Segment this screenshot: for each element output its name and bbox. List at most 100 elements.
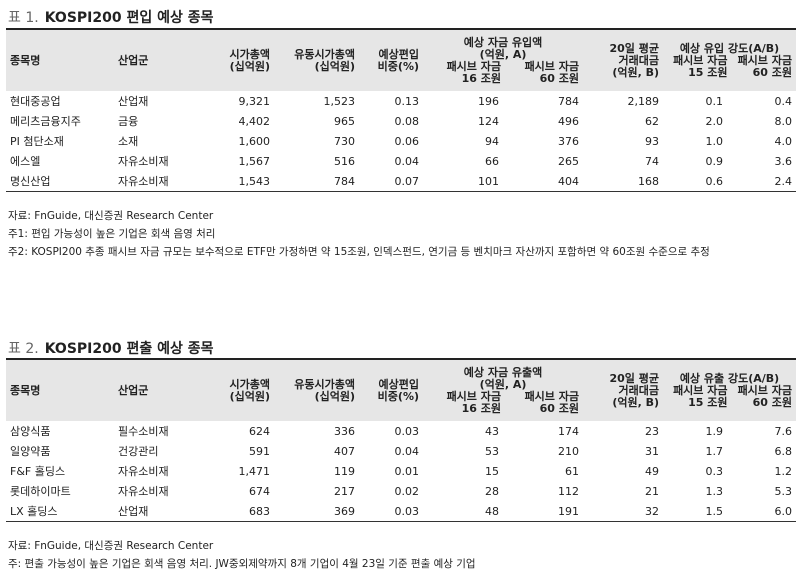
table-cell: 23: [645, 424, 659, 438]
table-cell: 메리츠금융지주: [10, 115, 81, 128]
table-cell: 265: [558, 154, 579, 168]
table2: 종목명 산업군 시가총액 (십억원) 유동시가총액 (십억원) 예상편입 비중(%) …: [6, 358, 796, 522]
table-cell: 730: [334, 134, 355, 148]
table-cell: 591: [249, 444, 270, 458]
table-cell: 0.3: [705, 464, 724, 478]
table-cell: 2.4: [727, 171, 796, 192]
table-cell: 롯데하이마트: [10, 485, 71, 498]
table-row: F&F 홀딩스 자유소비재 1,471 119 0.01 15 61 49 0.3 1.2: [6, 461, 796, 481]
table2-title: 표 2. KOSPI200 편출 예상 종목: [8, 338, 214, 358]
table-row: 메리츠금융지주 금융 4,402 965 0.08 124 496 62 2.0 8.0: [6, 111, 796, 131]
table-cell: 210: [558, 444, 579, 458]
table-cell: 0.04: [394, 154, 420, 168]
table-cell: 금융: [118, 115, 139, 128]
table-cell: 53: [485, 444, 499, 458]
table-cell: 산업재: [114, 501, 194, 522]
table-cell: 6.0: [727, 501, 796, 522]
col-header-mcap: 시가총액 (십억원): [194, 28, 274, 91]
table-cell: 516: [334, 154, 355, 168]
table-cell: 21: [645, 484, 659, 498]
table-cell: 112: [558, 484, 579, 498]
col-header-name: 종목명: [6, 358, 114, 421]
col-header-name: 종목명: [6, 28, 114, 91]
col-header-weight: 예상편입 비중(%): [359, 358, 423, 421]
table-cell: 0.1: [705, 94, 724, 108]
table-cell: 0.03: [359, 501, 423, 522]
col-header-float-mcap: 유동시가총액 (십억원): [274, 28, 359, 91]
table-row: 에스엘 자유소비재 1,567 516 0.04 66 265 74 0.9 3.6: [6, 151, 796, 171]
table-cell: 496: [558, 114, 579, 128]
table-cell: 0.01: [394, 464, 420, 478]
table-cell: 소재: [118, 135, 139, 148]
table-cell: 자유소비재: [114, 171, 194, 192]
table2-title-text: KOSPI200 편출 예상 종목: [44, 341, 214, 357]
table-cell: 자유소비재: [118, 485, 169, 498]
table-cell: 2.0: [705, 114, 724, 128]
table-cell: 369: [274, 501, 359, 522]
table-cell: 119: [334, 464, 355, 478]
table-cell: 4,402: [238, 114, 271, 128]
col-header-weight: 예상편입 비중(%): [359, 28, 423, 91]
table-cell: 1,600: [238, 134, 271, 148]
table-row: 롯데하이마트 자유소비재 674 217 0.02 28 112 21 1.3 5.3: [6, 481, 796, 501]
table-cell: 1,543: [194, 171, 274, 192]
table-cell: 자유소비재: [118, 155, 169, 168]
table-cell: 94: [485, 134, 499, 148]
col-header-float-mcap: 유동시가총액 (십억원): [274, 358, 359, 421]
table-cell: 0.04: [394, 444, 420, 458]
table-cell: 965: [334, 114, 355, 128]
table-cell: 1,523: [323, 94, 356, 108]
col-header-mcap: 시가총액 (십억원): [194, 358, 274, 421]
table-cell: 93: [645, 134, 659, 148]
table2-source: 자료: FnGuide, 대신증권 Research Center: [8, 540, 214, 552]
table1-number: 표 1.: [8, 10, 39, 26]
table-cell: 필수소비재: [118, 425, 169, 438]
table-cell: 784: [274, 171, 359, 192]
table1-note1: 주1: 편입 가능성이 높은 기업은 회색 음영 처리: [8, 228, 216, 240]
table-cell: 0.08: [394, 114, 420, 128]
table-cell: 6.8: [774, 444, 793, 458]
table2-note: 주: 편출 가능성이 높은 기업은 회색 음영 처리. JW중외제약까지 8개 …: [8, 558, 476, 570]
table-cell: 1.0: [705, 134, 724, 148]
table2-number: 표 2.: [8, 341, 39, 357]
col-header-adv: 20일 평균 거래대금 (억원, B): [583, 28, 663, 91]
table-cell: 1.5: [663, 501, 727, 522]
table-cell: 191: [503, 501, 583, 522]
table1-title: 표 1. KOSPI200 편입 예상 종목: [8, 7, 214, 27]
table-cell: 산업재: [118, 95, 149, 108]
table-cell: PI 첨단소재: [10, 135, 64, 148]
table-cell: 28: [485, 484, 499, 498]
table-cell: 1,471: [238, 464, 271, 478]
table-cell: 3.6: [774, 154, 793, 168]
table-cell: 0.9: [705, 154, 724, 168]
col-header-adv: 20일 평균 거래대금 (억원, B): [583, 358, 663, 421]
table-cell: 49: [645, 464, 659, 478]
col-header-strength-group: 예상 유입 강도(A/B) 패시브 자금 15 조원 패시브 자금 60 조원: [663, 28, 796, 91]
table-cell: 624: [249, 424, 270, 438]
table-cell: 62: [645, 114, 659, 128]
table-cell: F&F 홀딩스: [10, 465, 66, 478]
table-row: PI 첨단소재 소재 1,600 730 0.06 94 376 93 1.0 4.0: [6, 131, 796, 151]
table-cell: 4.0: [774, 134, 793, 148]
table-cell: 74: [645, 154, 659, 168]
table1: 종목명 산업군 시가총액 (십억원) 유동시가총액 (십억원) 예상편입 비중(%) …: [6, 28, 796, 192]
table-cell: 0.07: [359, 171, 423, 192]
table1-source: 자료: FnGuide, 대신증권 Research Center: [8, 210, 214, 222]
table-cell: 1,567: [238, 154, 271, 168]
table-cell: 1.3: [705, 484, 724, 498]
table-cell: 0.03: [394, 424, 420, 438]
table-cell: 1.9: [705, 424, 724, 438]
table-cell: 1.7: [705, 444, 724, 458]
table-row: 삼양식품 필수소비재 624 336 0.03 43 174 23 1.9 7.6: [6, 421, 796, 441]
col-header-flow-group: 예상 자금 유출액 (억원, A) 패시브 자금 16 조원 패시브 자금 60 조…: [423, 358, 583, 421]
table1-title-text: KOSPI200 편입 예상 종목: [44, 10, 214, 26]
table-cell: 현대중공업: [10, 95, 61, 108]
table-cell: 자유소비재: [118, 465, 169, 478]
table-cell: 174: [558, 424, 579, 438]
table-cell: 196: [478, 94, 499, 108]
table-cell: 124: [478, 114, 499, 128]
table-cell: 0.13: [394, 94, 420, 108]
table-cell: 7.6: [774, 424, 793, 438]
col-header-sector: 산업군: [114, 28, 194, 91]
table-cell: 336: [334, 424, 355, 438]
